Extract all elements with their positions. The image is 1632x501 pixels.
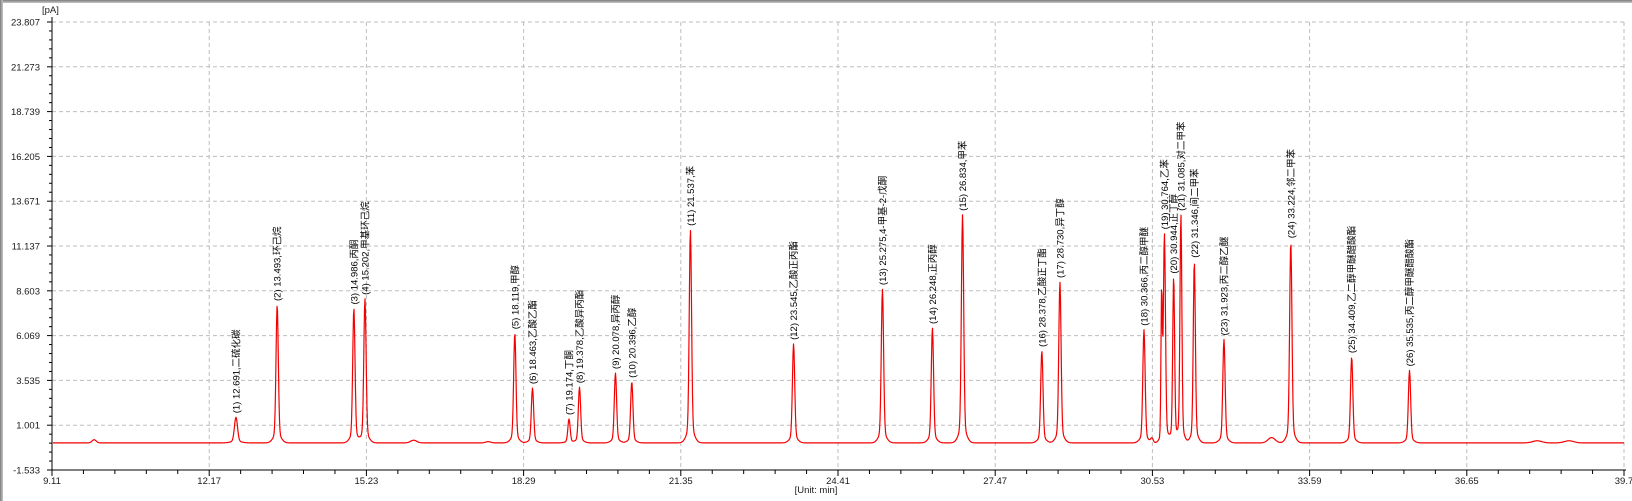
svg-text:(26) 35.535,丙二醇甲醚醋酸酯: (26) 35.535,丙二醇甲醚醋酸酯 [1404, 239, 1416, 367]
svg-text:13.671: 13.671 [11, 197, 40, 208]
svg-text:12.17: 12.17 [197, 476, 221, 487]
svg-text:8.603: 8.603 [16, 286, 40, 297]
svg-text:(7) 19.174,丁酮: (7) 19.174,丁酮 [565, 350, 576, 415]
svg-text:(21) 31.085,对二甲苯: (21) 31.085,对二甲苯 [1175, 121, 1187, 211]
svg-text:(19) 30.764,乙苯: (19) 30.764,乙苯 [1159, 159, 1171, 230]
svg-text:(5) 18.119,甲醇: (5) 18.119,甲醇 [509, 265, 521, 330]
svg-text:33.59: 33.59 [1298, 476, 1322, 487]
svg-text:(20) 30.944,正丁醇: (20) 30.944,正丁醇 [1168, 193, 1180, 273]
svg-text:(10) 20.396,乙醇: (10) 20.396,乙醇 [626, 307, 638, 378]
svg-text:1.001: 1.001 [16, 421, 40, 432]
svg-text:(23) 31.923,丙二醇乙醚: (23) 31.923,丙二醇乙醚 [1218, 236, 1230, 335]
svg-text:(14) 26.248,正丙醇: (14) 26.248,正丙醇 [927, 244, 939, 324]
svg-text:3.535: 3.535 [16, 376, 40, 387]
svg-text:21.35: 21.35 [669, 476, 693, 487]
svg-text:(1) 12.691,二硫化碳: (1) 12.691,二硫化碳 [230, 329, 242, 413]
svg-text:39.7: 39.7 [1615, 476, 1632, 487]
svg-text:(24) 33.224,邻二甲苯: (24) 33.224,邻二甲苯 [1285, 149, 1297, 239]
svg-text:(6) 18.463,乙酸乙酯: (6) 18.463,乙酸乙酯 [527, 300, 539, 384]
svg-text:(15) 26.834,甲苯: (15) 26.834,甲苯 [957, 140, 969, 211]
window-border-top [0, 0, 1632, 3]
svg-text:(8) 19.378,乙酸异丙酯: (8) 19.378,乙酸异丙酯 [574, 289, 586, 383]
svg-text:(11) 21.537,苯: (11) 21.537,苯 [685, 165, 697, 226]
svg-text:(18) 30.366,丙二醇甲醚: (18) 30.366,丙二醇甲醚 [1138, 227, 1150, 326]
x-axis-unit-label: [Unit: min] [794, 485, 838, 496]
svg-text:36.65: 36.65 [1455, 476, 1479, 487]
svg-text:24.41: 24.41 [826, 476, 850, 487]
svg-text:-1.533: -1.533 [13, 466, 40, 477]
y-axis-unit-label: [pA] [42, 5, 59, 16]
svg-text:27.47: 27.47 [983, 476, 1007, 487]
svg-text:9.11: 9.11 [43, 476, 61, 487]
svg-text:(2) 13.493,环己烷: (2) 13.493,环己烷 [272, 226, 284, 301]
svg-text:18.739: 18.739 [11, 107, 40, 118]
svg-text:30.53: 30.53 [1141, 476, 1165, 487]
svg-text:(25) 34.409,乙二醇甲醚醋酸酯: (25) 34.409,乙二醇甲醚醋酸酯 [1346, 225, 1358, 353]
svg-text:(16) 28.378,乙酸正丁酯: (16) 28.378,乙酸正丁酯 [1036, 248, 1048, 347]
svg-text:(12) 23.545,乙酸正丙酯: (12) 23.545,乙酸正丙酯 [788, 241, 800, 340]
svg-text:6.069: 6.069 [16, 331, 40, 342]
window-border-left [0, 0, 3, 501]
svg-text:15.23: 15.23 [355, 476, 379, 487]
svg-text:16.205: 16.205 [11, 152, 40, 163]
svg-text:23.807: 23.807 [11, 18, 40, 29]
svg-text:(3) 14.986,丙酮: (3) 14.986,丙酮 [349, 240, 360, 305]
svg-text:11.137: 11.137 [12, 242, 40, 253]
svg-text:(4) 15.202,甲基环己烷: (4) 15.202,甲基环己烷 [359, 201, 371, 295]
svg-text:21.273: 21.273 [11, 62, 40, 73]
svg-text:(13) 25.275,4-甲基-2-戊酮: (13) 25.275,4-甲基-2-戊酮 [877, 176, 889, 285]
svg-text:18.29: 18.29 [512, 476, 536, 487]
svg-text:(9) 20.078,异丙醇: (9) 20.078,异丙醇 [610, 294, 622, 369]
svg-text:(17) 28.730,异丁醇: (17) 28.730,异丁醇 [1054, 198, 1066, 278]
svg-text:(22) 31.346,间二甲苯: (22) 31.346,间二甲苯 [1189, 168, 1201, 258]
